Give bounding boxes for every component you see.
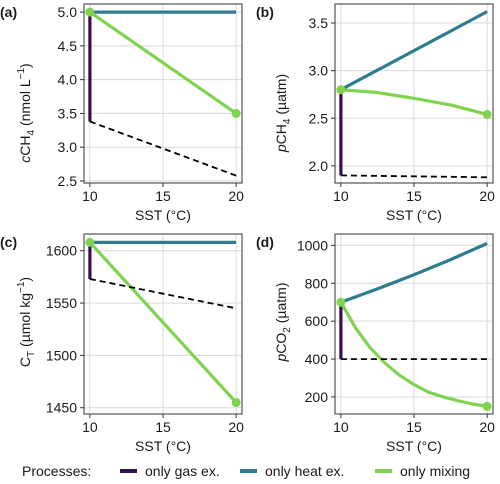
x-tick-label: 15 — [155, 188, 171, 204]
legend-item-heat: only heat ex. — [240, 463, 344, 479]
panel-c-plot: 10 15 20 1450 1500 1550 1600 — [46, 233, 244, 435]
series-point-mixing — [85, 7, 95, 17]
y-tick-label: 600 — [305, 313, 329, 329]
x-tick-label: 15 — [155, 419, 171, 435]
series-point-mixing — [482, 109, 492, 119]
legend: Processes: only gas ex. only heat ex. on… — [22, 463, 470, 479]
x-tick-label: 20 — [479, 188, 495, 204]
x-tick-label: 10 — [82, 419, 98, 435]
legend-title: Processes: — [22, 463, 91, 479]
series-line-mixing — [88, 10, 238, 115]
series-point-mixing — [231, 397, 241, 407]
series-point-mixing — [336, 85, 346, 95]
panel-b-plot: 10 15 20 2.0 2.5 3.0 3.5 — [309, 3, 495, 204]
y-tick-label: 1550 — [46, 295, 77, 311]
series-line-dashed — [340, 174, 488, 179]
series-point-mixing — [231, 108, 241, 118]
series-line-mixing — [340, 88, 488, 116]
panel-b: (b) pCH4 (µatm) 10 15 20 2.0 2.5 3.0 3.5 SST (… — [256, 3, 495, 223]
series-line-mixing — [88, 241, 238, 404]
y-tick-label: 4.0 — [58, 72, 78, 88]
legend-label-heat: only heat ex. — [265, 463, 344, 479]
x-tick-label: 20 — [228, 419, 244, 435]
y-tick-label: 3.5 — [309, 15, 329, 31]
y-tick-label: 4.5 — [58, 38, 78, 54]
panel-a-tag: (a) — [0, 4, 17, 20]
y-tick-label: 1500 — [46, 347, 77, 363]
series-line-mixing — [339, 301, 488, 408]
series-line-heat — [340, 10, 488, 92]
panel-c-xlabel: SST (°C) — [135, 438, 191, 454]
x-tick-label: 10 — [333, 419, 349, 435]
y-tick-label: 3.0 — [309, 63, 329, 79]
legend-item-gas: only gas ex. — [120, 463, 220, 479]
legend-label-mixing: only mixing — [400, 463, 470, 479]
panel-c: (c) CT (µmol kg−1) 10 15 20 1450 1500 1550 160… — [0, 233, 244, 454]
panel-b-xlabel: SST (°C) — [386, 207, 442, 223]
x-tick-label: 15 — [406, 188, 422, 204]
panel-c-ylabel: CT (µmol kg−1) — [16, 277, 37, 367]
x-tick-label: 10 — [333, 188, 349, 204]
panel-a-xlabel: SST (°C) — [135, 207, 191, 223]
y-tick-label: 5.0 — [58, 4, 78, 20]
series-point-mixing — [482, 401, 492, 411]
legend-item-mixing: only mixing — [375, 463, 470, 479]
x-tick-label: 20 — [228, 188, 244, 204]
panel-d-xlabel: SST (°C) — [386, 438, 442, 454]
y-tick-label: 1600 — [46, 243, 77, 259]
y-tick-label: 400 — [305, 351, 329, 367]
panel-d-tag: (d) — [256, 234, 274, 250]
series-line-dashed — [89, 278, 237, 310]
legend-swatch-heat — [240, 469, 257, 473]
panel-b-tag: (b) — [256, 4, 274, 20]
panel-d: (d) pCO2 (µatm) 10 15 20 200 400 600 800 1000 S… — [256, 233, 495, 454]
y-tick-label: 1000 — [297, 237, 328, 253]
panel-a: (a) cCH4 (nmol L−1) 10 15 20 2.5 3.0 3.5 4.0 4.… — [0, 3, 244, 223]
y-tick-label: 2.0 — [309, 158, 329, 174]
y-tick-label: 1450 — [46, 400, 77, 416]
y-tick-label: 800 — [305, 275, 329, 291]
legend-swatch-gas — [120, 469, 137, 473]
x-tick-label: 20 — [479, 419, 495, 435]
y-tick-label: 2.5 — [58, 173, 78, 189]
x-tick-label: 10 — [82, 188, 98, 204]
panel-a-ylabel: cCH4 (nmol L−1) — [16, 63, 37, 162]
series-line-dashed — [89, 120, 237, 177]
panel-a-plot: 10 15 20 2.5 3.0 3.5 4.0 4.5 5.0 — [58, 3, 244, 204]
y-tick-label: 3.5 — [58, 105, 78, 121]
panel-d-ylabel: pCO2 (µatm) — [273, 283, 293, 363]
series-point-mixing — [85, 237, 95, 247]
panel-c-tag: (c) — [0, 234, 17, 250]
x-tick-label: 15 — [406, 419, 422, 435]
series-line-heat — [340, 242, 488, 304]
y-tick-label: 3.0 — [58, 139, 78, 155]
y-tick-label: 200 — [305, 389, 329, 405]
series-point-mixing — [336, 297, 346, 307]
legend-label-gas: only gas ex. — [145, 463, 220, 479]
panel-b-ylabel: pCH4 (µatm) — [273, 74, 293, 153]
panel-d-plot: 10 15 20 200 400 600 800 1000 — [297, 233, 495, 435]
y-tick-label: 2.5 — [309, 110, 329, 126]
legend-swatch-mixing — [375, 469, 392, 473]
